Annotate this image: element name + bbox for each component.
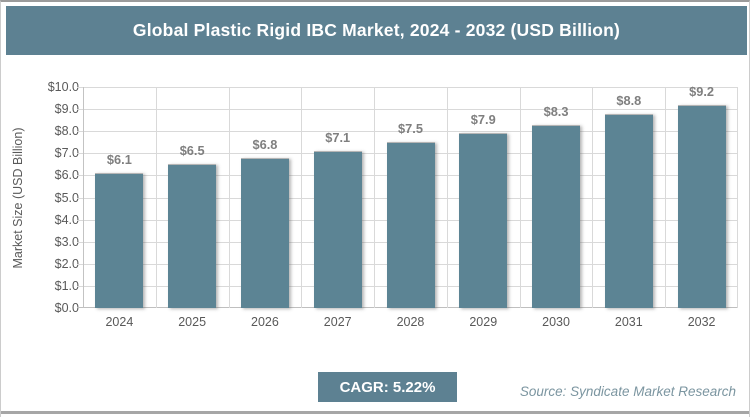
h-gridline [77, 131, 738, 133]
x-tick-label: 2024 [105, 315, 134, 329]
bar-value-label: $6.5 [179, 143, 205, 159]
bar-value-label: $8.3 [543, 103, 569, 119]
y-tick-label: $3.0 [54, 234, 79, 249]
x-tick-label: 2026 [251, 315, 279, 329]
chart-title: Global Plastic Rigid IBC Market, 2024 - … [132, 20, 621, 40]
bar-2027 [313, 151, 362, 308]
v-gridline [374, 87, 376, 308]
plot-area: $6.1 $6.5 $6.8 $7.1 $7.5 $7.9 $8.3 $8.8 $9.2 [77, 83, 738, 308]
cagr-label: CAGR: 5.22% [339, 378, 436, 396]
v-gridline [519, 87, 521, 308]
x-tick-label: 2025 [178, 315, 207, 329]
source-text: Source: Syndicate Market Research [519, 384, 736, 399]
chart-title-bar: Global Plastic Rigid IBC Market, 2024 - … [6, 6, 747, 55]
x-tick-label: 2027 [323, 315, 352, 329]
bar-2024 [95, 173, 144, 308]
h-gridline [77, 109, 738, 111]
bar-2030 [532, 124, 581, 308]
y-tick-label: $5.0 [54, 190, 79, 205]
v-gridline [446, 87, 448, 308]
x-tick-label: 2031 [614, 315, 643, 329]
y-tick-label: $9.0 [54, 102, 79, 117]
bar-2029 [459, 133, 508, 308]
y-tick-label: $0.0 [54, 301, 79, 315]
y-tick-label: $6.0 [54, 168, 79, 183]
v-gridline [301, 87, 303, 308]
y-axis-tick-labels: $0.0 $1.0 $2.0 $3.0 $4.0 $5.0 $6.0 $7.0 $8.0 $9.0… [1, 80, 79, 315]
x-tick-label: 2028 [396, 315, 425, 329]
h-gridline [77, 87, 738, 88]
cagr-badge: CAGR: 5.22% [318, 372, 457, 402]
v-gridline [592, 87, 594, 308]
v-gridline [228, 87, 230, 308]
bottom-divider [1, 411, 749, 414]
bar-2031 [604, 113, 653, 308]
x-tick-label: 2030 [542, 315, 570, 329]
y-tick-label: $8.0 [54, 124, 79, 139]
y-tick-label: $10.0 [47, 80, 79, 94]
bar-value-label: $8.8 [616, 92, 642, 108]
bar-value-label: $7.1 [325, 130, 351, 146]
v-gridline [155, 87, 157, 308]
x-tick-label: 2029 [469, 315, 498, 329]
bar-value-label: $7.5 [398, 121, 423, 137]
bar-2032 [677, 104, 726, 308]
y-tick-label: $1.0 [54, 278, 79, 293]
v-gridline [665, 87, 667, 308]
bar-value-label: $9.2 [689, 83, 715, 99]
x-axis-labels: 2024 2025 2026 2027 2028 2029 2030 2031 2032 [83, 315, 738, 335]
bar-2026 [240, 157, 289, 308]
y-tick-label: $4.0 [54, 212, 79, 227]
v-gridline [737, 87, 738, 308]
x-tick-label: 2032 [687, 315, 716, 329]
bar-value-label: $6.1 [106, 152, 132, 168]
bar-value-label: $7.9 [470, 112, 496, 128]
y-axis-line [83, 87, 84, 308]
y-tick-label: $2.0 [54, 256, 79, 271]
bar-2028 [386, 142, 435, 308]
bar-2025 [168, 164, 217, 308]
y-tick-label: $7.0 [54, 146, 79, 161]
bar-value-label: $6.8 [252, 136, 278, 152]
